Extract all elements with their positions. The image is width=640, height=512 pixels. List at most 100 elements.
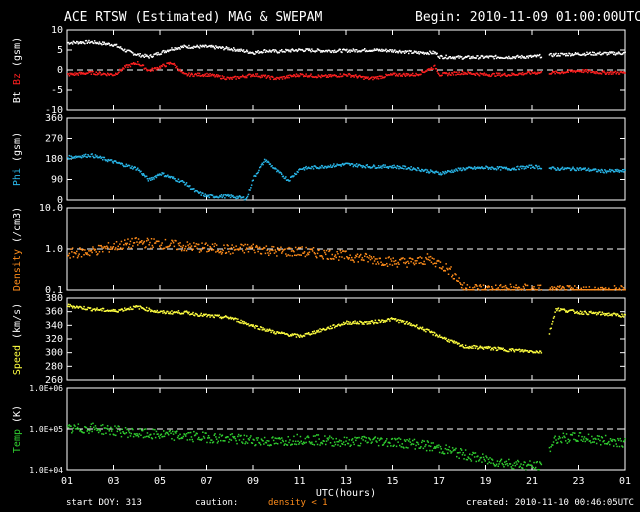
data-point bbox=[537, 54, 539, 57]
data-point bbox=[525, 72, 527, 75]
data-point bbox=[377, 261, 379, 263]
data-point bbox=[204, 243, 206, 245]
data-point bbox=[598, 435, 600, 437]
data-point bbox=[169, 244, 171, 246]
data-point bbox=[276, 331, 278, 333]
data-point bbox=[320, 255, 323, 257]
data-point bbox=[403, 320, 405, 322]
data-point bbox=[483, 289, 486, 291]
data-point bbox=[416, 441, 419, 444]
data-point bbox=[471, 345, 473, 348]
data-point bbox=[433, 65, 435, 67]
data-point bbox=[168, 175, 171, 178]
data-point bbox=[233, 317, 236, 320]
data-point bbox=[530, 164, 533, 166]
data-point bbox=[237, 248, 239, 250]
data-point bbox=[88, 70, 90, 73]
data-point bbox=[352, 441, 355, 443]
data-point bbox=[240, 319, 242, 322]
data-point bbox=[417, 51, 420, 53]
data-point bbox=[587, 70, 590, 72]
data-point bbox=[510, 57, 512, 59]
data-point bbox=[444, 338, 447, 340]
data-point bbox=[85, 308, 88, 311]
data-point bbox=[416, 167, 419, 169]
data-point bbox=[266, 76, 268, 78]
data-point bbox=[224, 316, 226, 318]
data-point bbox=[98, 251, 101, 253]
data-point bbox=[428, 445, 430, 447]
data-point bbox=[311, 50, 314, 52]
data-point bbox=[153, 53, 155, 56]
data-point bbox=[170, 175, 172, 178]
data-point bbox=[474, 284, 477, 286]
data-point bbox=[386, 74, 388, 77]
data-point bbox=[421, 70, 423, 72]
data-point bbox=[528, 55, 530, 57]
data-point bbox=[345, 74, 347, 76]
data-point bbox=[272, 332, 275, 334]
data-point bbox=[521, 54, 523, 57]
data-point bbox=[502, 167, 504, 169]
data-point bbox=[257, 50, 259, 52]
data-point bbox=[604, 71, 606, 74]
data-point bbox=[384, 264, 386, 266]
data-point bbox=[92, 308, 94, 311]
data-point bbox=[355, 322, 358, 325]
data-point bbox=[176, 47, 178, 49]
data-point bbox=[538, 287, 540, 289]
data-point bbox=[458, 277, 460, 279]
data-point bbox=[124, 165, 126, 167]
data-point bbox=[96, 429, 98, 432]
data-point bbox=[434, 332, 436, 334]
data-point bbox=[471, 73, 473, 75]
data-point bbox=[370, 320, 372, 323]
data-point bbox=[325, 74, 327, 76]
data-point bbox=[583, 52, 586, 55]
data-point bbox=[179, 433, 181, 436]
y-tick-label: 360 bbox=[45, 307, 63, 318]
y-tick-label: 260 bbox=[45, 375, 63, 386]
data-point bbox=[412, 72, 414, 75]
y-axis-label-part: (gsm) bbox=[12, 37, 23, 73]
y-tick-label: 300 bbox=[45, 348, 63, 359]
data-point bbox=[510, 466, 512, 468]
data-point bbox=[621, 313, 623, 315]
data-point bbox=[305, 48, 307, 50]
data-point bbox=[405, 321, 407, 323]
data-point bbox=[569, 439, 571, 442]
data-point bbox=[375, 49, 377, 51]
data-point bbox=[163, 49, 165, 52]
data-point bbox=[591, 169, 594, 171]
data-point bbox=[328, 74, 330, 76]
data-point bbox=[264, 330, 267, 332]
data-point bbox=[112, 308, 115, 311]
data-point bbox=[385, 319, 387, 322]
data-point bbox=[438, 74, 441, 77]
data-point bbox=[113, 44, 115, 46]
data-point bbox=[617, 315, 620, 317]
data-point bbox=[554, 311, 556, 313]
data-point bbox=[132, 52, 134, 54]
data-point bbox=[142, 242, 145, 244]
data-point bbox=[460, 56, 462, 58]
data-point bbox=[81, 154, 84, 157]
data-point bbox=[559, 169, 561, 171]
data-point bbox=[607, 52, 609, 54]
data-point bbox=[434, 52, 437, 54]
data-point bbox=[492, 167, 495, 170]
data-point bbox=[350, 163, 352, 165]
data-point bbox=[297, 49, 299, 52]
data-point bbox=[74, 252, 76, 254]
data-point bbox=[155, 240, 158, 242]
data-point bbox=[386, 51, 388, 53]
data-point bbox=[298, 441, 301, 444]
data-point bbox=[402, 73, 404, 76]
data-point bbox=[571, 167, 573, 170]
data-point bbox=[399, 438, 402, 440]
data-point bbox=[423, 53, 425, 55]
data-point bbox=[458, 57, 460, 59]
data-point bbox=[399, 75, 402, 77]
data-point bbox=[600, 286, 602, 289]
data-point bbox=[185, 245, 187, 248]
